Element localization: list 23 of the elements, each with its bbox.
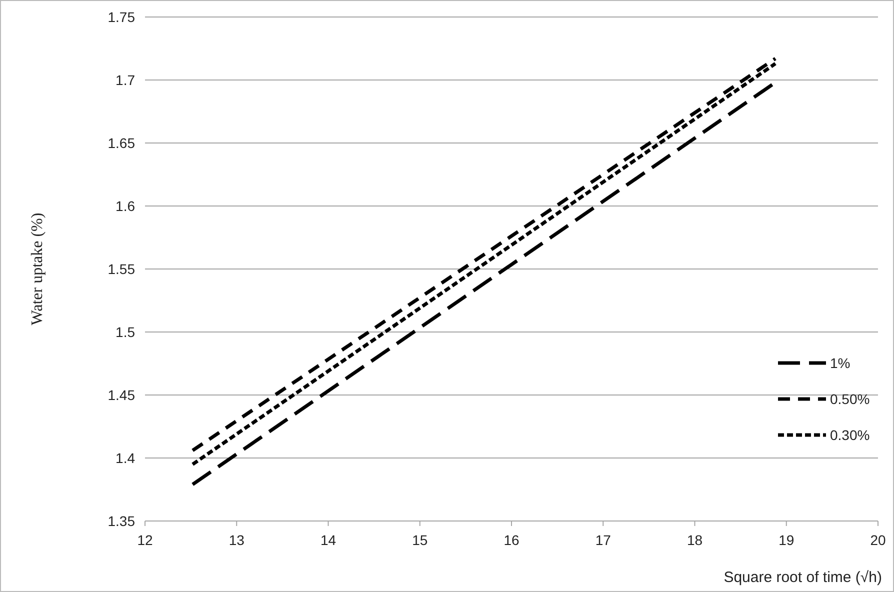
x-tick-label: 20	[870, 532, 886, 548]
y-tick-label: 1.4	[116, 450, 136, 466]
x-tick-label: 19	[778, 532, 794, 548]
legend-label: 0.50%	[830, 391, 870, 407]
x-tick-label: 17	[595, 532, 612, 548]
y-tick-label: 1.75	[108, 9, 136, 25]
y-tick-label: 1.55	[108, 261, 136, 277]
legend-label: 1%	[830, 355, 850, 371]
y-tick-label: 1.7	[116, 72, 136, 88]
x-tick-label: 12	[137, 532, 153, 548]
x-tick-label: 18	[686, 532, 703, 548]
x-axis-title: Square root of time (√h)	[724, 569, 882, 586]
x-tick-label: 14	[320, 532, 336, 548]
y-axis-title: Water uptake (%)	[29, 212, 46, 326]
y-tick-label: 1.6	[116, 198, 136, 214]
y-tick-label: 1.35	[108, 513, 136, 529]
x-tick-label: 15	[412, 532, 428, 548]
y-tick-label: 1.45	[108, 387, 136, 403]
legend-label: 0.30%	[830, 427, 870, 443]
y-tick-label: 1.5	[116, 324, 136, 340]
y-tick-label: 1.65	[108, 135, 136, 151]
x-tick-label: 13	[228, 532, 245, 548]
x-tick-label: 16	[504, 532, 520, 548]
